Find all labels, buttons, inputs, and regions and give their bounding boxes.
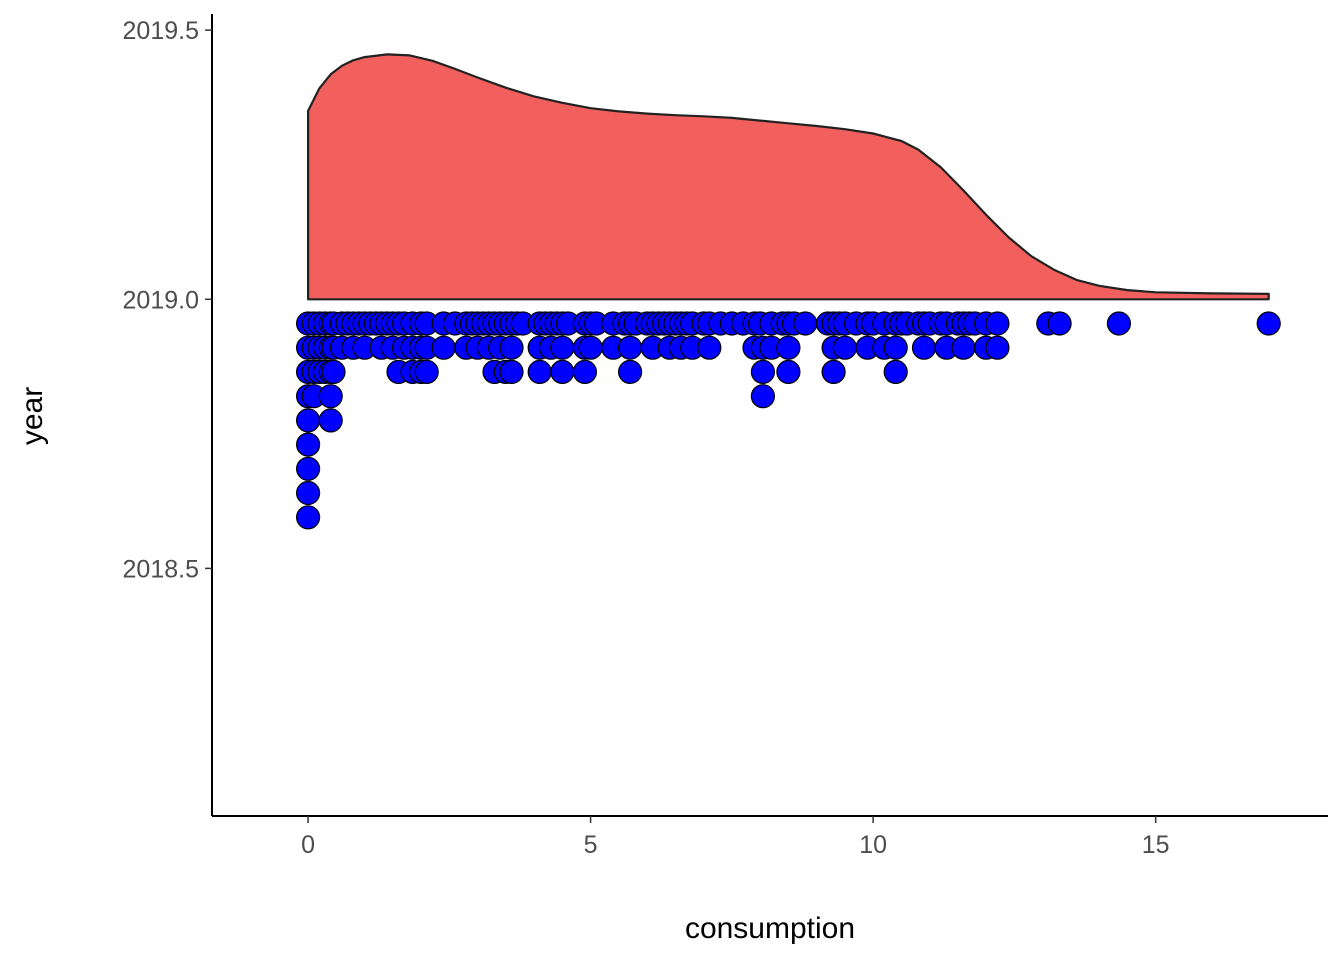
data-point (318, 384, 343, 409)
data-point (572, 359, 598, 384)
data-point (431, 335, 456, 360)
data-point (296, 480, 321, 506)
y-axis-title: year (16, 387, 49, 445)
data-point (550, 359, 575, 384)
x-axis-title: consumption (685, 912, 855, 945)
ticks-layer: 0 5 10 15 2018.5 2019.0 2019.5 (123, 17, 1170, 859)
data-point (318, 408, 343, 433)
data-point (750, 384, 776, 409)
dots-layer (296, 311, 1281, 530)
x-tick-label: 5 (584, 831, 598, 859)
x-tick-label: 10 (859, 831, 887, 859)
axes-layer (211, 14, 1328, 817)
data-point (832, 335, 858, 360)
data-point (499, 359, 524, 384)
data-point (883, 335, 908, 360)
density-layer (307, 53, 1270, 301)
data-point (697, 335, 722, 360)
data-point (499, 335, 524, 360)
data-point (321, 359, 346, 384)
data-point (527, 359, 552, 384)
y-tick-label: 2019.5 (123, 17, 199, 45)
density-area (307, 53, 1270, 301)
data-point (911, 335, 937, 360)
data-point (985, 311, 1010, 336)
data-point (617, 335, 643, 360)
data-point (951, 335, 976, 360)
y-tick-label: 2018.5 (123, 555, 199, 583)
data-point (414, 359, 439, 384)
x-tick-label: 0 (301, 831, 315, 859)
data-point (296, 408, 321, 433)
data-point (296, 505, 321, 530)
data-point (1106, 311, 1132, 336)
data-point (776, 359, 801, 384)
data-point (617, 359, 643, 384)
data-point (821, 359, 846, 384)
data-point (985, 335, 1010, 360)
data-point (296, 456, 321, 481)
data-point (776, 335, 801, 360)
x-tick-label: 15 (1142, 831, 1170, 859)
data-point (750, 359, 776, 384)
y-tick-label: 2019.0 (123, 286, 199, 314)
data-point (578, 335, 603, 360)
data-point (1256, 311, 1281, 336)
data-point (883, 359, 908, 384)
data-point (1047, 311, 1072, 336)
data-point (550, 335, 575, 360)
data-point (793, 311, 818, 336)
data-point (296, 432, 321, 457)
